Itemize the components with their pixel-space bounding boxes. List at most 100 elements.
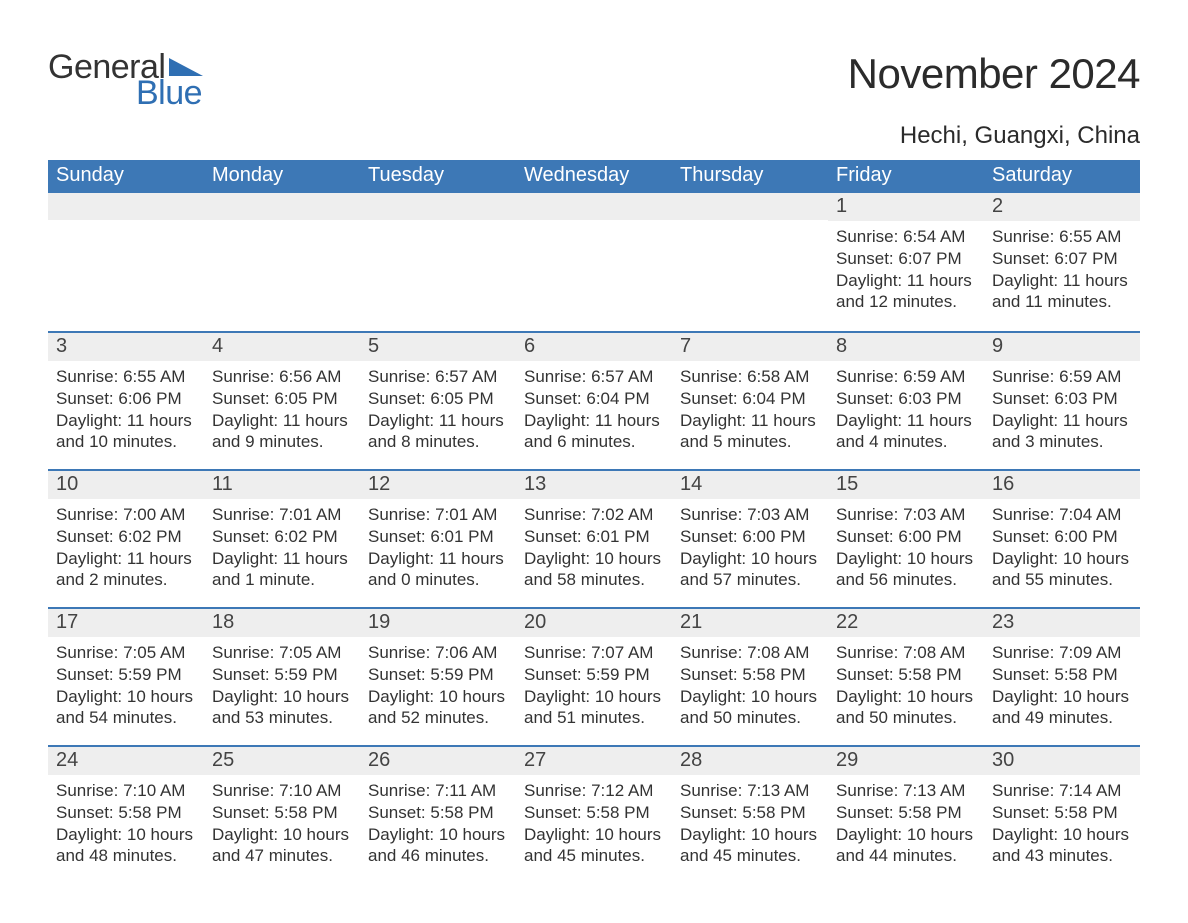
day-sunrise: Sunrise: 7:09 AM — [992, 642, 1132, 664]
day-number: 19 — [368, 611, 390, 633]
day-day2: and 56 minutes. — [836, 569, 976, 591]
logo: General Blue — [48, 50, 203, 110]
day-number-bar: 19 — [360, 609, 516, 637]
day-day1: Daylight: 11 hours — [992, 270, 1132, 292]
day-number-bar: 3 — [48, 333, 204, 361]
day-day1: Daylight: 10 hours — [836, 686, 976, 708]
day-cell: 3Sunrise: 6:55 AMSunset: 6:06 PMDaylight… — [48, 333, 204, 469]
day-cell: 9Sunrise: 6:59 AMSunset: 6:03 PMDaylight… — [984, 333, 1140, 469]
day-number: 6 — [524, 335, 535, 357]
weekday-friday: Friday — [828, 160, 984, 193]
day-day1: Daylight: 10 hours — [368, 824, 508, 846]
day-cell: 22Sunrise: 7:08 AMSunset: 5:58 PMDayligh… — [828, 609, 984, 745]
day-sunset: Sunset: 5:58 PM — [680, 664, 820, 686]
day-day2: and 3 minutes. — [992, 431, 1132, 453]
day-details: Sunrise: 7:04 AMSunset: 6:00 PMDaylight:… — [984, 499, 1140, 601]
day-cell: 2Sunrise: 6:55 AMSunset: 6:07 PMDaylight… — [984, 193, 1140, 331]
day-number-bar: 1 — [828, 193, 984, 221]
day-day2: and 2 minutes. — [56, 569, 196, 591]
day-number: 16 — [992, 473, 1014, 495]
day-number-bar: 25 — [204, 747, 360, 775]
day-day2: and 50 minutes. — [680, 707, 820, 729]
day-details: Sunrise: 6:57 AMSunset: 6:05 PMDaylight:… — [360, 361, 516, 463]
day-day2: and 58 minutes. — [524, 569, 664, 591]
day-number: 17 — [56, 611, 78, 633]
day-sunset: Sunset: 6:00 PM — [680, 526, 820, 548]
day-number-bar: 16 — [984, 471, 1140, 499]
day-day2: and 45 minutes. — [680, 845, 820, 867]
week-row: 17Sunrise: 7:05 AMSunset: 5:59 PMDayligh… — [48, 607, 1140, 745]
weekday-wednesday: Wednesday — [516, 160, 672, 193]
day-cell: 29Sunrise: 7:13 AMSunset: 5:58 PMDayligh… — [828, 747, 984, 883]
day-sunset: Sunset: 5:58 PM — [56, 802, 196, 824]
day-day2: and 12 minutes. — [836, 291, 976, 313]
day-sunrise: Sunrise: 7:08 AM — [680, 642, 820, 664]
day-number: 4 — [212, 335, 223, 357]
day-cell: 30Sunrise: 7:14 AMSunset: 5:58 PMDayligh… — [984, 747, 1140, 883]
day-day1: Daylight: 11 hours — [212, 548, 352, 570]
day-sunset: Sunset: 6:04 PM — [524, 388, 664, 410]
week-row: 1Sunrise: 6:54 AMSunset: 6:07 PMDaylight… — [48, 193, 1140, 331]
day-number: 15 — [836, 473, 858, 495]
day-day2: and 46 minutes. — [368, 845, 508, 867]
day-sunrise: Sunrise: 7:08 AM — [836, 642, 976, 664]
day-details: Sunrise: 6:59 AMSunset: 6:03 PMDaylight:… — [828, 361, 984, 463]
day-sunrise: Sunrise: 6:57 AM — [524, 366, 664, 388]
day-details: Sunrise: 6:54 AMSunset: 6:07 PMDaylight:… — [828, 221, 984, 323]
day-details: Sunrise: 6:55 AMSunset: 6:07 PMDaylight:… — [984, 221, 1140, 323]
day-day1: Daylight: 11 hours — [56, 410, 196, 432]
day-day1: Daylight: 11 hours — [212, 410, 352, 432]
weekday-monday: Monday — [204, 160, 360, 193]
day-number: 8 — [836, 335, 847, 357]
weeks-container: 1Sunrise: 6:54 AMSunset: 6:07 PMDaylight… — [48, 193, 1140, 883]
day-cell: 17Sunrise: 7:05 AMSunset: 5:59 PMDayligh… — [48, 609, 204, 745]
empty-day-cell — [672, 193, 828, 331]
day-sunrise: Sunrise: 6:55 AM — [992, 226, 1132, 248]
day-number: 13 — [524, 473, 546, 495]
weekday-header-row: SundayMondayTuesdayWednesdayThursdayFrid… — [48, 160, 1140, 193]
day-details: Sunrise: 7:03 AMSunset: 6:00 PMDaylight:… — [672, 499, 828, 601]
day-day1: Daylight: 10 hours — [680, 686, 820, 708]
day-details: Sunrise: 7:12 AMSunset: 5:58 PMDaylight:… — [516, 775, 672, 877]
day-cell: 4Sunrise: 6:56 AMSunset: 6:05 PMDaylight… — [204, 333, 360, 469]
day-day2: and 47 minutes. — [212, 845, 352, 867]
day-day1: Daylight: 11 hours — [368, 410, 508, 432]
month-title: November 2024 — [848, 50, 1140, 98]
day-day1: Daylight: 11 hours — [992, 410, 1132, 432]
day-cell: 8 Sunrise: 6:59 AMSunset: 6:03 PMDaylight… — [828, 333, 984, 469]
day-day2: and 52 minutes. — [368, 707, 508, 729]
day-number-bar: 18 — [204, 609, 360, 637]
day-number-bar: 21 — [672, 609, 828, 637]
weekday-tuesday: Tuesday — [360, 160, 516, 193]
day-details: Sunrise: 7:09 AMSunset: 5:58 PMDaylight:… — [984, 637, 1140, 739]
day-day1: Daylight: 10 hours — [212, 686, 352, 708]
day-day2: and 53 minutes. — [212, 707, 352, 729]
day-sunrise: Sunrise: 7:05 AM — [56, 642, 196, 664]
calendar-page: General Blue November 2024 Hechi, Guangx… — [0, 0, 1188, 923]
day-sunrise: Sunrise: 6:55 AM — [56, 366, 196, 388]
day-day2: and 1 minute. — [212, 569, 352, 591]
day-sunrise: Sunrise: 6:54 AM — [836, 226, 976, 248]
day-number-bar: 13 — [516, 471, 672, 499]
day-sunset: Sunset: 6:02 PM — [56, 526, 196, 548]
day-day2: and 54 minutes. — [56, 707, 196, 729]
day-details: Sunrise: 7:10 AMSunset: 5:58 PMDaylight:… — [48, 775, 204, 877]
day-sunset: Sunset: 5:58 PM — [368, 802, 508, 824]
weekday-sunday: Sunday — [48, 160, 204, 193]
day-number: 25 — [212, 749, 234, 771]
day-day1: Daylight: 10 hours — [524, 548, 664, 570]
day-sunrise: Sunrise: 7:13 AM — [836, 780, 976, 802]
day-cell: 26Sunrise: 7:11 AMSunset: 5:58 PMDayligh… — [360, 747, 516, 883]
day-number: 24 — [56, 749, 78, 771]
empty-day-bar — [48, 193, 204, 220]
day-sunrise: Sunrise: 7:02 AM — [524, 504, 664, 526]
day-details: Sunrise: 6:59 AMSunset: 6:03 PMDaylight:… — [984, 361, 1140, 463]
day-day2: and 43 minutes. — [992, 845, 1132, 867]
day-details: Sunrise: 6:57 AMSunset: 6:04 PMDaylight:… — [516, 361, 672, 463]
day-cell: 6 Sunrise: 6:57 AMSunset: 6:04 PMDaylight… — [516, 333, 672, 469]
day-cell: 15Sunrise: 7:03 AMSunset: 6:00 PMDayligh… — [828, 471, 984, 607]
day-details: Sunrise: 7:08 AMSunset: 5:58 PMDaylight:… — [672, 637, 828, 739]
day-number-bar: 24 — [48, 747, 204, 775]
day-day1: Daylight: 11 hours — [836, 410, 976, 432]
day-number-bar: 27 — [516, 747, 672, 775]
